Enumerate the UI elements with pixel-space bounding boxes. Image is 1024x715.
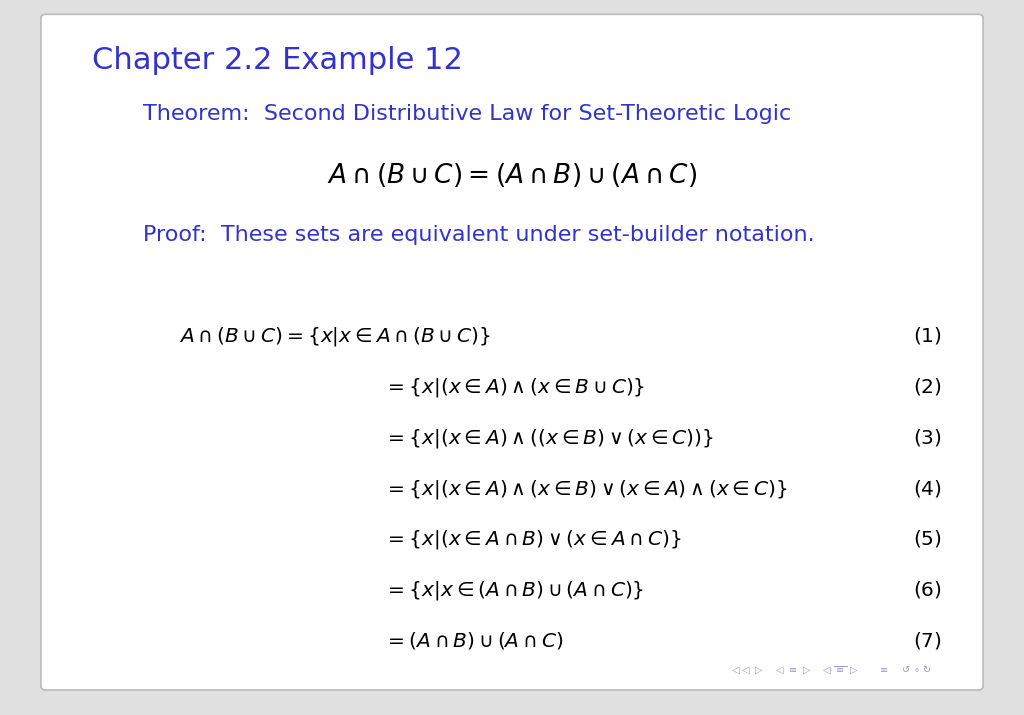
Text: Chapter 2.2 Example 12: Chapter 2.2 Example 12 (92, 46, 463, 76)
Text: $= \{x | (x \in A) \wedge ((x \in B) \vee (x \in C))\}$: $= \{x | (x \in A) \wedge ((x \in B) \ve… (384, 427, 714, 450)
Text: $(2)$: $(2)$ (913, 376, 942, 397)
Text: $(3)$: $(3)$ (913, 427, 942, 448)
Text: $(1)$: $(1)$ (913, 325, 942, 346)
Text: $= \{x | (x \in A \cap B) \vee (x \in A \cap C)\}$: $= \{x | (x \in A \cap B) \vee (x \in A … (384, 528, 682, 551)
Text: $= (A \cap B) \cup (A \cap C)$: $= (A \cap B) \cup (A \cap C)$ (384, 630, 563, 651)
Text: $(5)$: $(5)$ (913, 528, 942, 549)
Text: $= \{x | x \in (A \cap B) \cup (A \cap C)\}$: $= \{x | x \in (A \cap B) \cup (A \cap C… (384, 579, 644, 602)
Text: Theorem:  Second Distributive Law for Set-Theoretic Logic: Theorem: Second Distributive Law for Set… (143, 104, 792, 124)
Text: $\lhd\,\lhd\,\rhd\quad\lhd\,\equiv\,\rhd\quad\lhd\,\overline{\equiv}\,\rhd\qquad: $\lhd\,\lhd\,\rhd\quad\lhd\,\equiv\,\rhd… (731, 664, 932, 676)
Text: $A \cap (B \cup C) = \{x | x \in A \cap (B \cup C)\}$: $A \cap (B \cup C) = \{x | x \in A \cap … (179, 325, 490, 348)
Text: $(6)$: $(6)$ (913, 579, 942, 600)
FancyBboxPatch shape (41, 14, 983, 690)
Text: Proof:  These sets are equivalent under set-builder notation.: Proof: These sets are equivalent under s… (143, 225, 815, 245)
Text: $(7)$: $(7)$ (913, 630, 942, 651)
Text: $= \{x | (x \in A) \wedge (x \in B \cup C)\}$: $= \{x | (x \in A) \wedge (x \in B \cup … (384, 376, 645, 399)
Text: $= \{x | (x \in A) \wedge (x \in B) \vee (x \in A) \wedge (x \in C)\}$: $= \{x | (x \in A) \wedge (x \in B) \vee… (384, 478, 787, 500)
Text: $A \cap (B \cup C) = (A \cap B) \cup (A \cap C)$: $A \cap (B \cup C) = (A \cap B) \cup (A … (327, 161, 697, 189)
Text: $(4)$: $(4)$ (913, 478, 942, 498)
